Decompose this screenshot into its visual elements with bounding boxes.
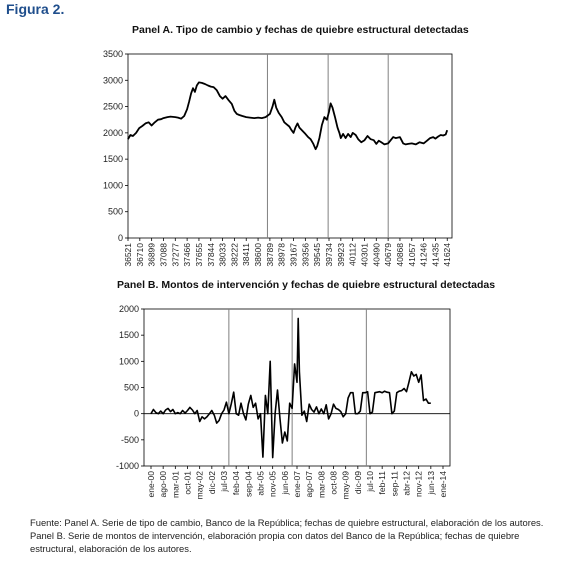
panel-a-chart: 0 500 1000 1500 2000 2500 3000 3500 36521 36710 36… [103,49,453,267]
panel-a-y-tick-label: 0 [118,233,123,243]
panel-a-series-line [127,81,449,151]
panel-b-x-tick-label: nov-12 [414,471,424,497]
panel-a-x-tick-label: 38033 [218,243,228,267]
panel-b-title: Panel B. Montos de intervención y fechas… [117,279,496,291]
panel-b-x-tick-label: may-02 [195,471,205,500]
panel-b-x-tick-label: jun-13 [426,471,436,496]
figure-title: Figura 2. [6,1,65,17]
panel-a-x-tick-label: 40679 [383,243,393,267]
panel-b-x-tick-label: jul-03 [219,471,229,493]
panel-b-x-tick-label: ago-00 [158,471,168,498]
panel-b-x-tick-label: mar-01 [170,471,180,498]
panel-a-x-tick-label: 36710 [135,243,145,267]
panel-a-x-tick-label: 41246 [419,243,429,267]
panel-b-x-tick-label: dic-02 [207,471,217,494]
panel-a-y-tick-label: 1500 [103,154,123,164]
panel-b-y-tick-label: 2000 [119,304,139,314]
panel-a-x-tick-label: 39545 [312,243,322,267]
panel-a-x-tick-label: 40301 [359,243,369,267]
panel-a-x-tick-label: 38789 [265,243,275,267]
panel-a-x-tick-label: 40112 [348,243,358,266]
panel-a-title: Panel A. Tipo de cambio y fechas de quie… [132,24,469,36]
panel-b-x-tick-label: ene-00 [146,471,156,498]
panel-a-x-tick-label: 39734 [324,243,334,267]
panel-b-x-tick-label: abr-05 [256,471,266,496]
panel-b-y-tick-label: 500 [124,383,139,393]
panel-b-series-line [150,317,431,459]
panel-b-x-tick-label: may-09 [341,471,351,500]
panel-a-x-tick-label: 37655 [194,243,204,267]
panel-b-x-tick-label: feb-11 [377,471,387,495]
panel-a-x-tick-label: 39167 [289,243,299,267]
panel-a-y-tick-label: 3500 [103,49,123,59]
panel-a-x-tick-label: 38222 [229,243,239,267]
panel-b-x-tick-label: oct-01 [183,471,193,495]
panel-a-x-tick-label: 37844 [206,243,216,267]
panel-b-x-tick-label: jul-10 [365,471,375,493]
panel-a-x-tick-label: 38600 [253,243,263,267]
panel-a-x-tick-label: 41624 [442,243,452,267]
panel-a-x-tick-label: 41057 [407,243,417,267]
panel-a-x-tick-label: 38411 [241,243,251,266]
panel-a-x-tick-label: 37088 [158,243,168,267]
panel-b-x-tick-label: sep-11 [389,471,399,497]
panel-a-x-tick-label: 38978 [277,243,287,267]
panel-a-x-tick-label: 36521 [123,243,133,267]
panel-a-x-tick-label: 37277 [170,243,180,267]
panel-b-x-tick-label: sep-04 [243,471,253,497]
panel-b-x-tick-label: oct-08 [329,471,339,495]
panel-a-plot-frame [127,53,453,239]
source-note: Fuente: Panel A. Serie de tipo de cambio… [30,517,544,554]
panel-a-x-tick-label: 37466 [182,243,192,267]
panel-b-plot-frame [143,308,451,467]
panel-b-y-tick-label: 1500 [119,330,139,340]
panel-b-x-tick-label: ago-07 [304,471,314,498]
panel-b-y-tick-label: -1000 [116,461,139,471]
panel-a-y-tick-label: 1000 [103,180,123,190]
panel-b-x-tick-label: abr-12 [402,471,412,496]
panel-a-x-tick-label: 39356 [300,243,310,267]
panel-b-x-tick-label: feb-04 [231,471,241,495]
panel-b-x-tick-label: ene-14 [438,471,448,498]
panel-a-y-tick-label: 2500 [103,102,123,112]
panel-b-y-tick-label: 1000 [119,356,139,366]
panel-b-x-tick-label: ene-07 [292,471,302,498]
panel-b-y-tick-label: 0 [134,409,139,419]
panel-a-x-tick-label: 40868 [395,243,405,267]
panel-a-x-tick-label: 36899 [147,243,157,267]
panel-b-x-tick-label: nov-05 [268,471,278,497]
panel-b-x-tick-label: jun-06 [280,471,290,496]
panel-b-x-tick-label: dic-09 [353,471,363,494]
panel-a-x-tick-label: 41435 [430,243,440,267]
panel-a-y-tick-label: 2000 [103,128,123,138]
panel-a-x-tick-label: 39923 [336,243,346,267]
panel-b-x-tick-label: mar-08 [316,471,326,498]
panel-a-x-tick-label: 40490 [371,243,381,267]
panel-a-y-tick-label: 3000 [103,75,123,85]
panel-b-y-tick-label: -500 [121,435,139,445]
panel-a-y-tick-label: 500 [108,207,123,217]
